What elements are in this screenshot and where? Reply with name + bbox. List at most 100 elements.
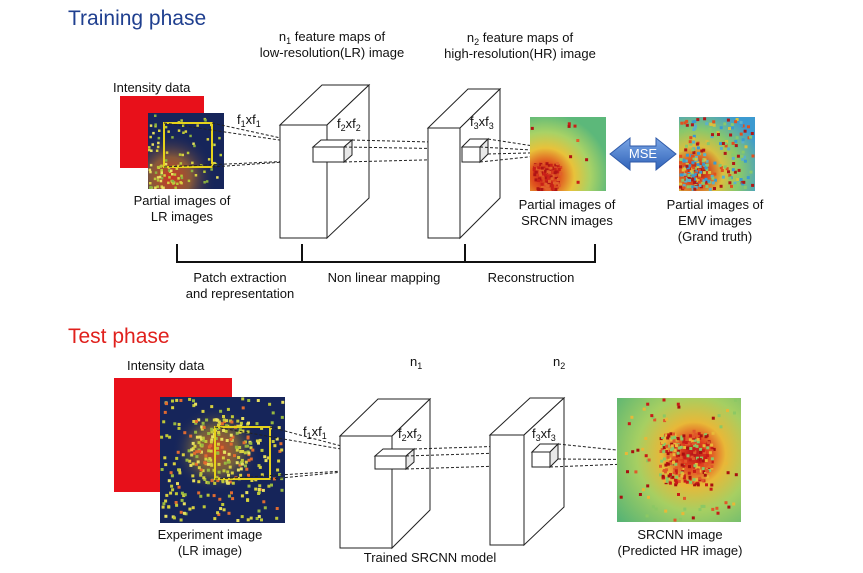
texture-pixel	[681, 472, 685, 476]
training-lr-patch-box	[163, 122, 213, 168]
texture-pixel	[260, 426, 264, 430]
texture-pixel	[255, 517, 259, 520]
texture-pixel	[254, 487, 258, 491]
texture-pixel	[194, 430, 198, 434]
texture-pixel	[698, 469, 702, 473]
texture-pixel	[258, 438, 262, 442]
texture-pixel	[230, 491, 233, 495]
texture-pixel	[710, 135, 714, 139]
texture-pixel	[230, 415, 234, 419]
texture-pixel	[191, 161, 194, 165]
texture-pixel	[239, 467, 243, 471]
texture-pixel	[697, 466, 701, 470]
texture-pixel	[653, 418, 657, 422]
texture-pixel	[680, 121, 684, 125]
texture-pixel	[665, 417, 668, 421]
texture-pixel	[199, 473, 203, 477]
texture-pixel	[154, 114, 157, 117]
texture-pixel	[709, 123, 713, 126]
texture-pixel	[691, 448, 695, 452]
texture-pixel	[710, 443, 714, 447]
texture-pixel	[191, 506, 195, 510]
texture-pixel	[545, 162, 549, 166]
texture-pixel	[689, 480, 693, 484]
texture-pixel	[682, 454, 686, 458]
texture-pixel	[177, 485, 181, 489]
texture-pixel	[226, 459, 230, 463]
texture-pixel	[160, 173, 163, 176]
texture-pixel	[661, 474, 665, 478]
texture-pixel	[549, 166, 553, 170]
texture-pixel	[163, 174, 166, 177]
texture-pixel	[226, 407, 230, 411]
texture-pixel	[530, 126, 534, 130]
texture-pixel	[728, 174, 732, 177]
texture-pixel	[675, 481, 679, 485]
texture-pixel	[192, 399, 195, 403]
texture-pixel	[203, 478, 207, 481]
texture-pixel	[689, 447, 693, 450]
texture-pixel	[673, 518, 677, 522]
training-emv-caption: Partial images of EMV images (Grand truth)	[666, 197, 764, 244]
texture-pixel	[207, 459, 210, 463]
texture-pixel	[737, 168, 741, 172]
texture-pixel	[751, 154, 755, 158]
texture-pixel	[199, 472, 203, 475]
texture-pixel	[711, 507, 715, 511]
texture-pixel	[700, 504, 704, 508]
texture-pixel	[177, 164, 180, 168]
training-lr-caption: Partial images of LR images	[133, 193, 231, 224]
training-phase-title: Training phase	[68, 7, 207, 30]
texture-pixel	[706, 142, 710, 146]
texture-pixel	[198, 449, 202, 453]
texture-pixel	[660, 434, 664, 437]
texture-pixel	[158, 129, 161, 132]
texture-pixel	[190, 453, 194, 457]
texture-pixel	[174, 492, 178, 496]
texture-pixel	[734, 398, 737, 402]
texture-pixel	[199, 468, 203, 472]
texture-pixel	[160, 435, 164, 439]
texture-pixel	[237, 456, 241, 459]
texture-pixel	[537, 178, 540, 182]
texture-pixel	[698, 508, 702, 512]
texture-pixel	[271, 440, 275, 443]
texture-pixel	[668, 481, 672, 485]
texture-pixel	[669, 459, 673, 463]
texture-pixel	[673, 478, 677, 482]
training-emv-texture	[679, 117, 755, 191]
texture-pixel	[646, 484, 650, 488]
texture-pixel	[702, 179, 706, 183]
texture-pixel	[210, 427, 214, 431]
texture-pixel	[731, 126, 734, 130]
test-experiment-image	[160, 397, 285, 523]
texture-pixel	[708, 451, 712, 455]
texture-pixel	[540, 166, 544, 170]
texture-pixel	[171, 406, 175, 410]
texture-pixel	[247, 399, 251, 402]
texture-pixel	[240, 458, 244, 462]
texture-pixel	[559, 166, 563, 169]
texture-pixel	[672, 439, 676, 443]
texture-pixel	[197, 441, 201, 445]
texture-pixel	[634, 470, 638, 474]
texture-pixel	[216, 176, 219, 179]
texture-pixel	[179, 399, 183, 402]
texture-pixel	[202, 476, 206, 480]
texture-pixel	[684, 170, 688, 174]
texture-pixel	[550, 184, 554, 188]
texture-pixel	[553, 167, 557, 171]
texture-pixel	[696, 471, 700, 475]
texture-pixel	[216, 451, 220, 455]
texture-pixel	[182, 124, 185, 127]
texture-pixel	[209, 449, 213, 453]
texture-pixel	[196, 460, 200, 464]
texture-pixel	[257, 515, 261, 518]
texture-pixel	[705, 140, 709, 144]
texture-pixel	[686, 185, 690, 189]
texture-pixel	[280, 415, 284, 419]
texture-pixel	[201, 436, 205, 440]
texture-pixel	[164, 159, 168, 162]
texture-pixel	[220, 422, 224, 426]
texture-pixel	[673, 435, 677, 439]
